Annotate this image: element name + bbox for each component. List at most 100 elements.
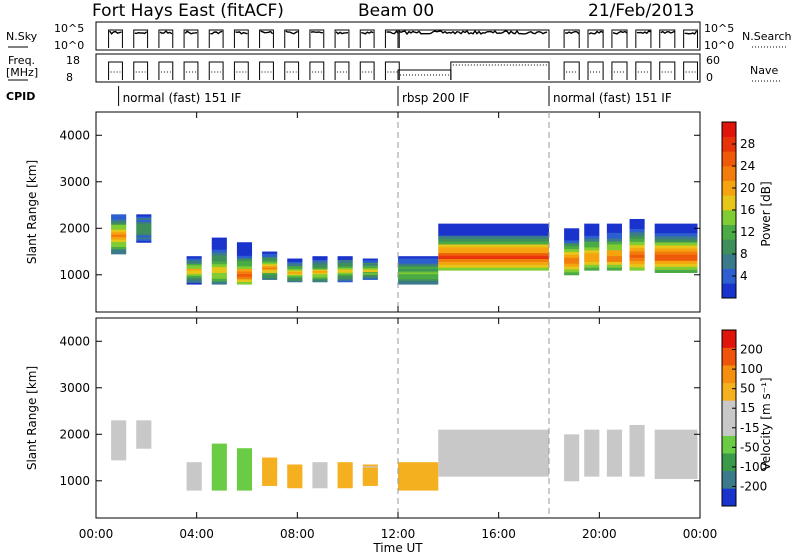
power-cell (111, 229, 127, 233)
velocity-cell (398, 481, 439, 484)
power-cell (287, 265, 303, 268)
velocity-cell (398, 462, 439, 465)
velocity-cell (236, 458, 253, 462)
power-scan-block (262, 251, 278, 280)
velocity-cell (398, 474, 439, 477)
nsky-trace (310, 31, 324, 34)
nsky-scan-block (208, 29, 224, 48)
power-cell (438, 232, 549, 236)
power-cell (654, 229, 698, 234)
power-cell (606, 246, 622, 251)
nsky-trace (210, 30, 223, 35)
velocity-scan-block (606, 429, 622, 477)
nsky-trace (684, 30, 698, 35)
velocity-cell (438, 449, 549, 454)
velocity-cell (337, 476, 353, 479)
velocity-cell (111, 437, 127, 441)
nave-label: Nave (750, 64, 778, 77)
velocity-cell (362, 472, 378, 475)
nsky-trace (361, 30, 374, 35)
power-scan-block (629, 218, 645, 271)
power-cell (564, 266, 580, 270)
velocity-cell (211, 472, 227, 477)
power-cell (337, 268, 353, 272)
power-cell (438, 255, 549, 260)
velocity-cell (136, 441, 152, 444)
velocity-cell (564, 469, 580, 473)
velocity-cell (654, 447, 698, 452)
power-cell (629, 250, 645, 255)
nsky-tick-bottom: 10^0 (54, 39, 84, 52)
power-cell (654, 238, 698, 243)
velocity-cell (654, 463, 698, 467)
velocity-cell (362, 464, 378, 467)
velocity-cell (654, 429, 698, 434)
nsky-trace (134, 31, 148, 35)
velocity-cell (262, 462, 278, 466)
time-axis-label: Time UT (372, 541, 423, 554)
velocity-cell (111, 420, 127, 424)
power-cell (186, 256, 202, 259)
velocity-cell (654, 472, 698, 476)
velocity-cell (629, 437, 645, 442)
velocity-cell (136, 434, 152, 437)
velocity-cell (236, 469, 253, 473)
power-cell (337, 270, 353, 273)
power-colorbar: 28 24 20 16 12 8 4 (721, 121, 755, 299)
power-cell (398, 280, 439, 283)
velocity-cell (262, 471, 278, 474)
power-cell (362, 271, 378, 274)
velocity-cell (312, 486, 328, 489)
power-scan-block (186, 256, 202, 285)
velocity-cell (564, 448, 580, 453)
velocity-cell (584, 455, 600, 460)
power-cell (287, 271, 303, 274)
velocity-cell (564, 445, 580, 450)
power-cell (287, 270, 303, 273)
velocity-cell (236, 453, 253, 457)
power-cell (262, 272, 278, 275)
velocity-cell (629, 460, 645, 464)
power-cell (337, 275, 353, 278)
velocity-cell (629, 466, 645, 471)
power-cell (438, 267, 549, 271)
velocity-cell (211, 449, 227, 453)
nsky-scan-block (563, 29, 580, 48)
velocity-cell (362, 468, 378, 471)
nsky-scan-block (384, 29, 400, 48)
power-cell (398, 256, 439, 259)
y-tick-label: 1000 (59, 268, 90, 282)
velocity-cell (362, 484, 378, 486)
colorbar-tick-label: 12 (740, 225, 755, 239)
velocity-cell (629, 431, 645, 436)
velocity-cell (629, 450, 645, 455)
power-cell (564, 251, 580, 255)
colorbar-tick-label: 28 (740, 137, 755, 151)
power-cell (262, 251, 278, 254)
velocity-cell (584, 435, 600, 439)
power-cell (654, 260, 698, 264)
power-cell (398, 263, 439, 266)
nsky-trace (660, 30, 676, 35)
velocity-cell (584, 467, 600, 471)
velocity-cell (337, 473, 353, 476)
power-cell (312, 273, 328, 276)
velocity-cell (262, 480, 278, 483)
power-scan-block (606, 223, 622, 271)
velocity-yticks: 1000 2000 3000 4000 (59, 318, 700, 518)
nsky-series (108, 29, 698, 48)
velocity-cell (629, 453, 645, 458)
colorbar-swatch (722, 224, 736, 240)
power-cell (584, 252, 600, 257)
velocity-cell (211, 455, 227, 459)
power-cell (564, 254, 580, 258)
power-cell (629, 260, 645, 265)
power-cell (606, 264, 622, 268)
velocity-cell (606, 470, 622, 474)
power-cell (398, 277, 439, 280)
freq-block (563, 61, 580, 80)
velocity-cell (312, 470, 328, 473)
power-scan-block (584, 223, 600, 271)
velocity-cell (654, 438, 698, 443)
power-scan-block (564, 228, 580, 276)
